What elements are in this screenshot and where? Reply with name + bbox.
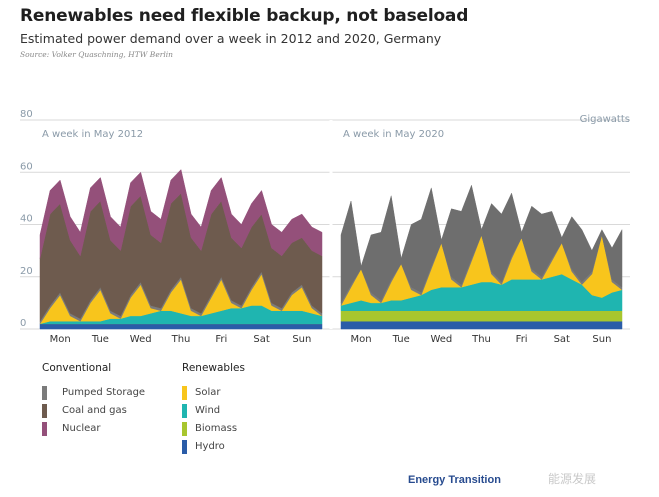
x-tick-label-sat-2020: Sat	[554, 334, 570, 345]
legend-swatch-coal-and-gas	[42, 404, 47, 418]
watermark: 能源发展	[548, 472, 597, 486]
legend-label-solar: Solar	[195, 387, 221, 398]
legend-swatch-solar	[182, 386, 187, 400]
legend-swatch-nuclear	[42, 422, 47, 436]
legend-label-coal-and-gas: Coal and gas	[62, 405, 127, 416]
brand-logo: Energy Transition	[408, 474, 501, 486]
x-tick-label-tue-2012: Tue	[91, 334, 109, 345]
y-tick-label-40: 40	[20, 214, 33, 225]
area-nuclear-2012	[39, 169, 323, 259]
area-biomass-2020	[340, 310, 623, 322]
panel-2020	[340, 184, 623, 330]
area-hydro-2020	[340, 320, 623, 330]
x-tick-label-fri-2020: Fri	[516, 334, 528, 345]
x-tick-label-sun-2020: Sun	[592, 334, 611, 345]
x-tick-label-mon-2012: Mon	[50, 334, 71, 345]
area-conventional-2020	[340, 184, 623, 304]
legend-label-nuclear: Nuclear	[62, 423, 101, 434]
unit-label: Gigawatts	[580, 114, 630, 125]
legend-swatch-hydro	[182, 440, 187, 454]
chart-title: Renewables need flexible backup, not bas…	[20, 6, 469, 26]
legend-swatch-biomass	[182, 422, 187, 436]
legend-label-hydro: Hydro	[195, 441, 225, 452]
area-hydro-2012	[39, 323, 323, 330]
panel-label-2012: A week in May 2012	[42, 129, 143, 140]
panel-2012	[39, 169, 323, 330]
legend-swatch-pumped-storage	[42, 386, 47, 400]
chart-source: Source: Volker Quaschning, HTW Berlin	[20, 50, 173, 59]
x-tick-label-thu-2020: Thu	[471, 334, 491, 345]
y-tick-label-80: 80	[20, 109, 33, 120]
x-tick-label-sun-2012: Sun	[292, 334, 311, 345]
x-tick-label-fri-2012: Fri	[215, 334, 227, 345]
panel-label-2020: A week in May 2020	[343, 129, 444, 140]
x-tick-label-wed-2012: Wed	[130, 334, 152, 345]
legend-renewables-title: Renewables	[182, 362, 245, 374]
x-tick-label-sat-2012: Sat	[253, 334, 269, 345]
chart-subtitle: Estimated power demand over a week in 20…	[20, 31, 442, 46]
y-tick-label-20: 20	[20, 266, 33, 277]
legend-label-biomass: Biomass	[195, 423, 238, 434]
y-tick-label-0: 0	[20, 318, 26, 329]
legend-label-pumped-storage: Pumped Storage	[62, 387, 146, 398]
x-tick-label-wed-2020: Wed	[430, 334, 452, 345]
x-tick-label-tue-2020: Tue	[392, 334, 410, 345]
x-tick-label-thu-2012: Thu	[171, 334, 191, 345]
x-tick-label-mon-2020: Mon	[351, 334, 372, 345]
y-tick-label-60: 60	[20, 161, 33, 172]
legend-swatch-wind	[182, 404, 187, 418]
legend-conventional-title: Conventional	[42, 362, 112, 374]
legend-label-wind: Wind	[195, 405, 221, 416]
